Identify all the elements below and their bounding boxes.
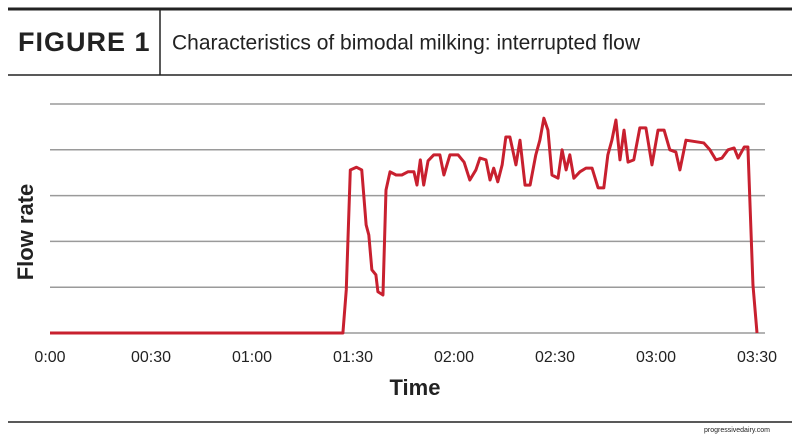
x-axis-label: Time [390,375,441,400]
plot: 0:00 00:30 01:00 01:30 02:00 02:30 03:00 03:30 [34,103,777,366]
x-tick-label: 03:30 [737,349,777,366]
data-line [50,116,759,335]
x-tick-label: 01:00 [232,349,272,366]
source: progressivedairy.com [704,427,770,434]
x-tick-label: 02:30 [535,349,575,366]
chart-title: Characteristics of bimodal milking: inte… [172,32,641,55]
y-axis-label: Flow rate [13,184,38,281]
x-tick-label: 02:00 [434,349,474,366]
x-tick-label: 01:30 [333,349,373,366]
x-tick-label: 03:00 [636,349,676,366]
figure-label: FIGURE 1 [18,27,151,57]
x-tick-label: 00:30 [131,349,171,366]
x-tick-label: 0:00 [34,349,65,366]
